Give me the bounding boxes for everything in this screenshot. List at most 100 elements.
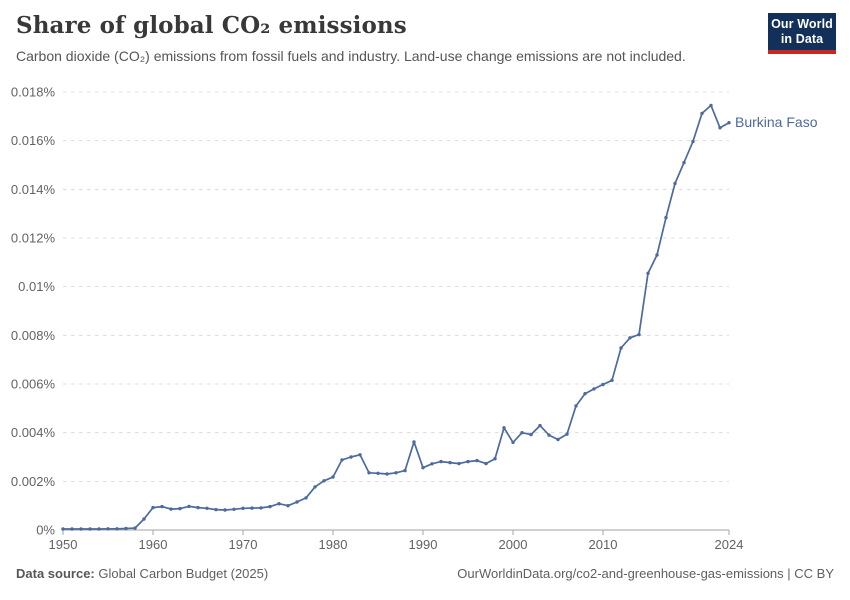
data-point[interactable] [349,455,353,459]
data-point[interactable] [313,485,317,489]
data-point[interactable] [610,378,614,382]
x-tick-label: 2010 [589,537,618,552]
data-point[interactable] [88,527,92,531]
data-point[interactable] [133,526,137,530]
data-point[interactable] [367,471,371,475]
data-point[interactable] [700,111,704,116]
data-point[interactable] [241,506,245,510]
data-point[interactable] [250,506,254,510]
data-point[interactable] [646,271,650,275]
data-point[interactable] [628,336,632,340]
x-tick-label: 1990 [409,537,438,552]
data-point[interactable] [70,527,74,531]
owid-logo-line2: in Data [780,31,824,46]
x-tick-label: 2024 [715,537,744,552]
owid-logo[interactable]: Our World in Data [768,13,836,54]
data-point[interactable] [673,181,677,186]
data-point[interactable] [205,506,209,510]
data-point[interactable] [277,502,281,506]
page-title: Share of global CO₂ emissions [16,12,407,39]
data-point[interactable] [727,121,731,125]
data-point[interactable] [520,431,524,435]
data-point[interactable] [223,508,227,512]
entity-label[interactable]: Burkina Faso [735,114,818,130]
chart-subtitle: Carbon dioxide (CO₂) emissions from foss… [16,47,686,64]
data-point[interactable] [592,387,596,391]
data-point[interactable] [412,440,416,444]
data-point[interactable] [124,526,128,531]
data-point[interactable] [178,506,182,511]
data-point[interactable] [439,459,443,464]
data-point[interactable] [502,426,506,430]
data-point[interactable] [601,382,605,387]
data-point[interactable] [304,496,308,500]
data-point[interactable] [322,479,326,483]
x-tick-label: 1950 [49,537,78,552]
data-point[interactable] [61,527,65,531]
data-point[interactable] [547,433,551,437]
data-point[interactable] [655,253,659,257]
data-point[interactable] [232,507,236,511]
data-point[interactable] [79,527,83,531]
data-point[interactable] [529,432,533,437]
data-point[interactable] [214,507,218,512]
data-point[interactable] [619,346,623,350]
data-point[interactable] [160,504,164,509]
series-line[interactable] [62,104,730,530]
y-tick-label: 0% [36,523,55,538]
data-point[interactable] [187,504,191,509]
data-point[interactable] [421,466,425,470]
data-point[interactable] [340,458,344,462]
y-tick-label: 0.014% [11,182,56,197]
data-point[interactable] [331,475,335,479]
data-point[interactable] [682,160,686,165]
data-point[interactable] [709,103,713,108]
data-point[interactable] [385,472,389,476]
x-tick-label: 1980 [319,537,348,552]
data-point[interactable] [691,139,695,144]
data-point[interactable] [142,517,146,521]
data-point[interactable] [466,459,470,464]
data-source: Data source: Global Carbon Budget (2025) [16,566,268,581]
data-point[interactable] [376,471,380,475]
data-point[interactable] [259,506,263,510]
data-point[interactable] [358,453,362,457]
data-point[interactable] [637,332,641,337]
chart-header: Share of global CO₂ emissions Carbon dio… [16,12,754,65]
data-point[interactable] [286,504,290,508]
data-point[interactable] [664,215,668,220]
data-point[interactable] [448,460,452,465]
data-point[interactable] [556,437,560,442]
data-point[interactable] [475,458,479,463]
data-point[interactable] [97,527,101,531]
y-tick-label: 0.018% [11,85,56,100]
data-point[interactable] [718,126,722,130]
y-tick-label: 0.016% [11,133,56,148]
data-point[interactable] [493,457,497,461]
data-point[interactable] [403,468,407,473]
y-tick-label: 0.002% [11,474,56,489]
data-point[interactable] [430,462,434,466]
data-point[interactable] [538,423,542,428]
data-point[interactable] [394,471,398,475]
data-point[interactable] [196,505,200,510]
data-point[interactable] [151,505,155,510]
x-tick-label: 1970 [229,537,258,552]
data-point[interactable] [565,432,569,436]
y-tick-label: 0.012% [11,231,56,246]
data-point[interactable] [484,461,488,466]
chart-footer: Data source: Global Carbon Budget (2025)… [16,566,834,581]
data-point[interactable] [583,392,587,396]
data-point[interactable] [295,500,299,504]
data-point[interactable] [511,440,515,445]
credit-line[interactable]: OurWorldinData.org/co2-and-greenhouse-ga… [457,566,834,581]
data-point[interactable] [115,527,119,531]
data-source-label: Data source: [16,566,95,581]
data-point[interactable] [574,404,578,408]
y-tick-label: 0.01% [18,279,55,294]
data-point[interactable] [457,461,461,466]
data-point[interactable] [268,504,272,509]
data-point[interactable] [106,527,110,531]
data-point[interactable] [169,507,173,511]
